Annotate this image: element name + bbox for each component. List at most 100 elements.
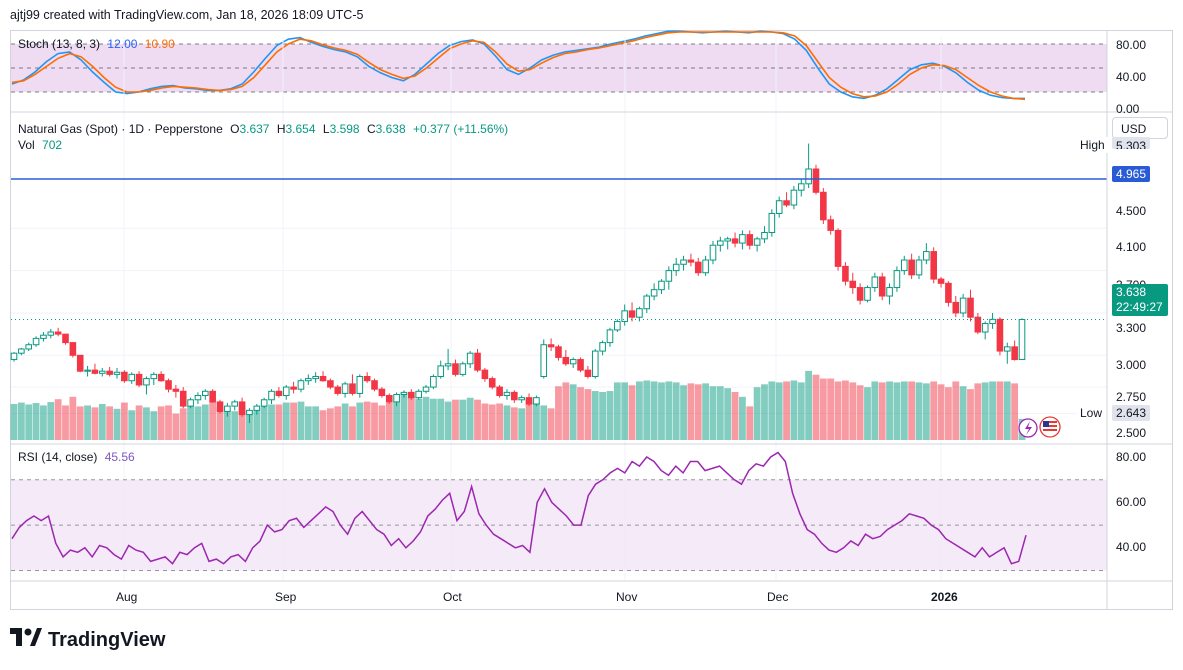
volume-bar <box>17 402 25 440</box>
volume-bar <box>577 387 584 440</box>
volume-bar <box>959 386 967 440</box>
volume-bar <box>304 406 312 440</box>
volume-bar <box>849 382 857 440</box>
candle-body <box>216 401 224 412</box>
volume-bar <box>143 407 150 440</box>
candle-body <box>849 280 857 289</box>
volume-bar <box>135 405 143 440</box>
candle-body <box>753 238 761 246</box>
candle-body <box>422 386 430 392</box>
candle-body <box>143 378 150 386</box>
volume-bar <box>834 381 842 440</box>
rsi-axis-label: 60.00 <box>1116 495 1147 509</box>
candle-body <box>900 259 908 272</box>
candle-body <box>430 375 437 388</box>
candle-body <box>415 390 422 399</box>
time-axis-label: 2026 <box>931 590 958 604</box>
candle-body <box>444 363 452 367</box>
candles <box>10 143 1026 424</box>
volume-bar <box>334 406 342 440</box>
volume-bar <box>819 378 827 440</box>
candle-body <box>128 373 136 382</box>
candle-body <box>393 393 400 403</box>
us-flag-icon[interactable] <box>1039 416 1061 438</box>
volume-bar <box>761 384 768 440</box>
candle-body <box>996 318 1004 352</box>
candle-body <box>591 350 599 377</box>
candle-body <box>459 363 467 375</box>
volume-bar <box>172 413 180 440</box>
volume-bar <box>952 381 960 440</box>
price-axis-label: 3.300 <box>1116 321 1147 335</box>
candle-body <box>290 386 297 390</box>
volume-bar <box>687 383 695 440</box>
candle-body <box>709 244 717 261</box>
rsi-axis-label: 80.00 <box>1116 450 1147 464</box>
candle-body <box>1018 319 1026 361</box>
chart-frame[interactable] <box>10 30 1173 610</box>
low-tag-label: Low <box>1076 405 1107 421</box>
brand-name: TradingView <box>48 628 166 651</box>
candle-body <box>253 405 261 411</box>
volume-bar <box>326 408 334 440</box>
stoch-legend[interactable]: Stoch (13, 8, 3) 12.00 10.90 <box>18 37 179 51</box>
attribution-text: ajtj99 created with TradingView.com, Jan… <box>10 8 364 22</box>
rsi-legend[interactable]: RSI (14, close) 45.56 <box>18 450 139 464</box>
volume-bar <box>900 381 908 440</box>
volume-bar <box>709 386 717 440</box>
tradingview-logo[interactable]: TradingView <box>10 628 165 652</box>
candle-body <box>775 200 783 214</box>
time-axis-label: Nov <box>616 590 638 604</box>
volume-bar <box>871 381 879 440</box>
candle-body <box>783 200 790 206</box>
volume-bar <box>1003 381 1011 440</box>
candle-body <box>327 380 334 388</box>
candle-body <box>805 168 812 185</box>
currency-button[interactable]: USD <box>1112 117 1168 139</box>
volume-bar <box>981 382 989 440</box>
price-axis-label: 3.000 <box>1116 358 1147 372</box>
candle-body <box>584 369 592 377</box>
volume-bar <box>591 391 599 440</box>
candle-body <box>650 289 658 297</box>
candle-body <box>797 183 805 191</box>
volume-bar <box>268 404 275 440</box>
candle-body <box>878 276 886 297</box>
candle-body <box>209 390 216 403</box>
candle-body <box>474 352 481 371</box>
candle-body <box>547 344 555 348</box>
volume-bar <box>165 405 172 440</box>
lightning-icon[interactable] <box>1018 418 1038 438</box>
volume-bar <box>157 406 165 440</box>
volume-legend[interactable]: Vol 702 <box>18 138 66 152</box>
volume-bar <box>555 386 562 440</box>
candle-body <box>893 270 901 289</box>
volume-bar <box>746 406 754 440</box>
volume-bar <box>606 391 614 440</box>
volume-bar <box>864 387 871 440</box>
candle-body <box>694 261 702 274</box>
symbol-legend[interactable]: Natural Gas (Spot) · 1D · Pepperstone O3… <box>18 122 512 136</box>
volume-bar <box>84 405 91 440</box>
volume-bar <box>393 401 400 440</box>
volume-bar <box>349 406 356 440</box>
stoch-axis-label: 0.00 <box>1116 102 1140 116</box>
volume-bar <box>562 382 570 440</box>
candle-body <box>385 395 393 403</box>
volume-bar <box>407 396 415 440</box>
candle-body <box>812 168 820 193</box>
volume-bar <box>54 399 62 440</box>
high-tag-label: High <box>1076 137 1109 153</box>
volume-bar <box>209 401 217 440</box>
price-axis-label: 2.500 <box>1116 426 1147 440</box>
volume-bar <box>297 401 305 440</box>
volume-bar <box>842 380 849 440</box>
hline-price-tag[interactable]: 4.965 <box>1112 166 1151 182</box>
volume-bar <box>805 370 813 440</box>
candle-body <box>157 373 165 382</box>
volume-bar <box>40 405 47 440</box>
candle-body <box>643 295 651 310</box>
candle-body <box>371 380 378 390</box>
volume-bar <box>466 397 474 440</box>
